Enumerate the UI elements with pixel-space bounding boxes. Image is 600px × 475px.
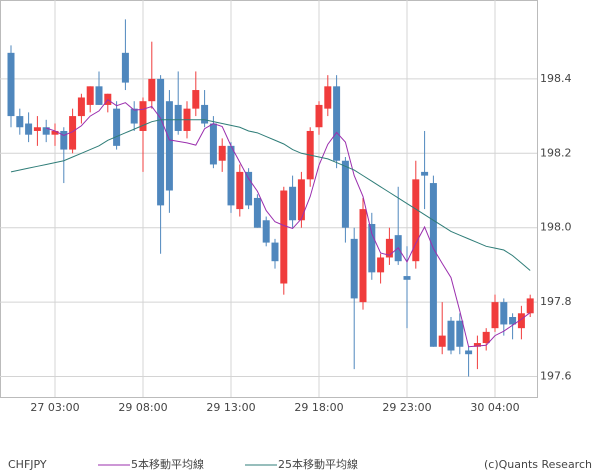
candle-body xyxy=(42,127,50,135)
candle-body xyxy=(359,209,367,303)
candle-body xyxy=(385,238,393,258)
candle-body xyxy=(509,317,517,325)
candle-body xyxy=(517,313,525,329)
candle-body xyxy=(412,179,420,262)
candle-body xyxy=(500,302,508,325)
candle-body xyxy=(139,101,147,131)
x-tick-label: 29 13:00 xyxy=(206,401,255,414)
candle-body xyxy=(341,160,349,228)
candle-body xyxy=(7,52,15,117)
candle-body xyxy=(473,343,481,347)
candle-body xyxy=(121,52,129,83)
credit: (c)Quants Research xyxy=(484,458,592,471)
legend-label: 25本移動平均線 xyxy=(278,457,358,471)
candle-body xyxy=(271,242,279,262)
y-tick-label: 198.4 xyxy=(540,72,572,85)
y-tick-label: 198.2 xyxy=(540,146,572,159)
candle-body xyxy=(51,130,59,135)
candle-body xyxy=(438,335,446,347)
candle-body xyxy=(201,104,209,124)
candle-body xyxy=(157,78,165,206)
candle-body xyxy=(262,220,270,243)
candle-body xyxy=(297,179,305,221)
candle-body xyxy=(350,238,358,299)
candle-body xyxy=(192,90,200,109)
legend-label: 5本移動平均線 xyxy=(131,457,204,471)
candle-body xyxy=(491,302,499,329)
candle-body xyxy=(16,116,24,128)
candle-body xyxy=(25,123,33,135)
candle-body xyxy=(148,78,156,102)
candle-body xyxy=(465,350,473,355)
candle-body xyxy=(280,190,288,284)
candle-body xyxy=(482,331,490,344)
symbol-label: CHFJPY xyxy=(8,458,47,471)
candle-body xyxy=(69,116,77,150)
x-tick-label: 29 23:00 xyxy=(382,401,431,414)
x-tick-label: 29 18:00 xyxy=(294,401,343,414)
candle-body xyxy=(447,320,455,351)
y-tick-label: 197.6 xyxy=(540,370,572,383)
candle-body xyxy=(227,145,235,206)
candle-body xyxy=(253,197,261,228)
candle-body xyxy=(77,97,85,117)
x-tick-label: 27 03:00 xyxy=(30,401,79,414)
candle-body xyxy=(429,183,437,347)
x-tick-label: 30 04:00 xyxy=(470,401,519,414)
candle-body xyxy=(33,127,41,131)
y-tick-label: 198.0 xyxy=(540,221,572,234)
candle-body xyxy=(174,104,182,131)
candle-body xyxy=(165,101,173,191)
y-tick-label: 197.8 xyxy=(540,295,572,308)
candle-body xyxy=(86,86,94,105)
candle-body xyxy=(236,171,244,210)
ma-line xyxy=(10,119,531,271)
candle-body xyxy=(456,320,464,347)
x-tick-label: 29 08:00 xyxy=(118,401,167,414)
candle-body xyxy=(421,171,429,176)
candle-body xyxy=(333,86,341,161)
candle-body xyxy=(130,108,138,124)
candle-body xyxy=(218,145,226,161)
candle-body xyxy=(245,171,253,206)
candle-body xyxy=(324,86,332,109)
ma-line xyxy=(46,99,531,348)
candle-body xyxy=(113,108,121,146)
candle-body xyxy=(368,223,376,273)
candle-body xyxy=(95,86,103,105)
candle-body xyxy=(526,298,534,314)
candle-body xyxy=(60,130,68,150)
candle-body xyxy=(289,186,297,221)
candle-body xyxy=(377,257,385,273)
candle-body xyxy=(403,276,411,280)
candle-body xyxy=(209,123,217,165)
candle-body xyxy=(315,104,323,128)
